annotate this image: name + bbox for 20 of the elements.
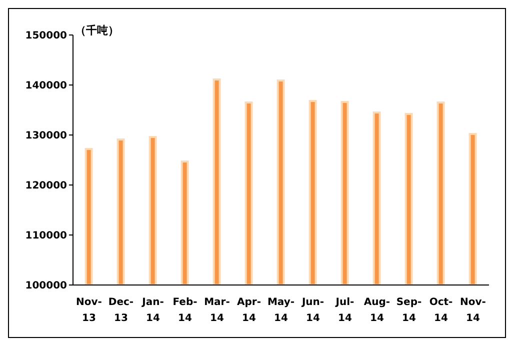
y-tick-label: 120000 bbox=[25, 180, 68, 192]
x-tick-label: Jan-14 bbox=[141, 297, 164, 324]
x-tick-label: Oct-14 bbox=[429, 297, 453, 324]
y-tick-label: 150000 bbox=[25, 30, 68, 42]
y-tick-label: 130000 bbox=[25, 130, 68, 142]
y-axis-title: （千吨） bbox=[75, 23, 119, 38]
x-tick-label: Apr-14 bbox=[237, 297, 261, 324]
x-tick-label: Feb-14 bbox=[172, 297, 198, 324]
x-tick-label: Dec-13 bbox=[108, 297, 134, 324]
x-tick-label: Mar-14 bbox=[204, 297, 230, 324]
y-tick-label: 110000 bbox=[25, 230, 68, 242]
x-tick-label: Aug-14 bbox=[364, 297, 390, 324]
x-tick-label: May-14 bbox=[267, 297, 295, 324]
x-tick-label: Nov-14 bbox=[460, 297, 486, 324]
x-tick-label: Sep-14 bbox=[396, 297, 422, 324]
x-tick-label: Nov-13 bbox=[76, 297, 102, 324]
y-tick-label: 100000 bbox=[25, 280, 68, 292]
x-tick-label: Jul-14 bbox=[334, 297, 354, 324]
y-tick-label: 140000 bbox=[25, 80, 68, 92]
x-tick-label: Jun-14 bbox=[300, 297, 324, 324]
